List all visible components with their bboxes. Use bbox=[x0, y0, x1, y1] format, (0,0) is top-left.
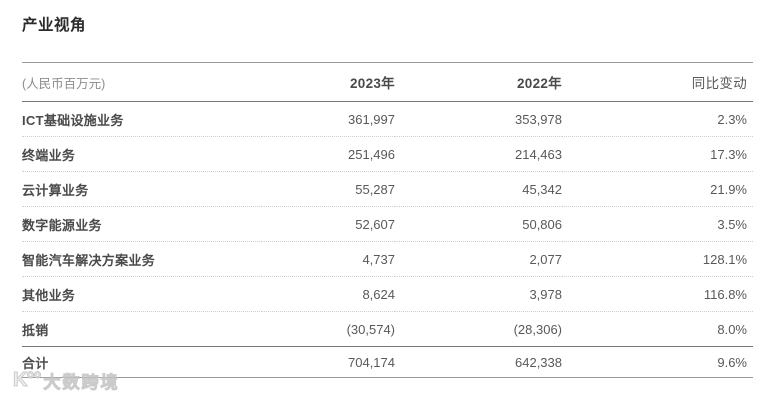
segment-value-2023: (30,574) bbox=[346, 321, 395, 337]
segment-value-2022: 3,978 bbox=[529, 286, 562, 302]
segment-yoy-change: 17.3% bbox=[710, 146, 747, 162]
total-value-2022: 642,338 bbox=[515, 354, 562, 370]
segment-value-2023: 8,624 bbox=[362, 286, 395, 302]
total-yoy-change: 9.6% bbox=[717, 354, 747, 370]
total-value-2023: 704,174 bbox=[348, 354, 395, 370]
segment-value-2023: 361,997 bbox=[348, 111, 395, 127]
table-footer: 合计 704,174 642,338 9.6% bbox=[22, 347, 753, 378]
segment-label: 终端业务 bbox=[22, 147, 76, 163]
segment-value-2022: 2,077 bbox=[529, 251, 562, 267]
segment-value-2022: 353,978 bbox=[515, 111, 562, 127]
segment-value-2022: 214,463 bbox=[515, 146, 562, 162]
segment-label: 智能汽车解决方案业务 bbox=[22, 252, 156, 268]
segment-yoy-change: 2.3% bbox=[717, 111, 747, 127]
table-header: (人民币百万元) 2023年 2022年 同比变动 bbox=[22, 62, 753, 102]
table-row: 终端业务 251,496 214,463 17.3% bbox=[22, 137, 753, 172]
segment-yoy-change: 21.9% bbox=[710, 181, 747, 197]
table-row: 抵销 (30,574) (28,306) 8.0% bbox=[22, 312, 753, 347]
total-label: 合计 bbox=[22, 355, 49, 371]
table-row: 其他业务 8,624 3,978 116.8% bbox=[22, 277, 753, 312]
page-title: 产业视角 bbox=[22, 17, 87, 34]
segment-label: 其他业务 bbox=[22, 287, 76, 303]
segment-value-2022: 50,806 bbox=[522, 216, 562, 232]
segment-value-2023: 4,737 bbox=[362, 251, 395, 267]
table-row: 智能汽车解决方案业务 4,737 2,077 128.1% bbox=[22, 242, 753, 277]
segment-yoy-change: 128.1% bbox=[702, 251, 747, 267]
column-header-2022: 2022年 bbox=[516, 76, 562, 91]
column-header-2023: 2023年 bbox=[349, 76, 395, 91]
segment-value-2023: 251,496 bbox=[348, 146, 395, 162]
header-row: (人民币百万元) 2023年 2022年 同比变动 bbox=[22, 62, 753, 102]
table-body: ICT基础设施业务 361,997 353,978 2.3% 终端业务 251,… bbox=[22, 102, 753, 347]
total-row: 合计 704,174 642,338 9.6% bbox=[22, 347, 753, 378]
segment-yoy-change: 8.0% bbox=[717, 321, 747, 337]
segment-value-2023: 52,607 bbox=[355, 216, 395, 232]
segment-yoy-change: 3.5% bbox=[717, 216, 747, 232]
table-row: 数字能源业务 52,607 50,806 3.5% bbox=[22, 207, 753, 242]
segment-label: 抵销 bbox=[22, 322, 49, 338]
table-row: 云计算业务 55,287 45,342 21.9% bbox=[22, 172, 753, 207]
segment-value-2023: 55,287 bbox=[355, 181, 395, 197]
segment-label: ICT基础设施业务 bbox=[22, 112, 124, 128]
segment-label: 云计算业务 bbox=[22, 182, 89, 198]
segment-label: 数字能源业务 bbox=[22, 217, 102, 233]
segment-revenue-table: (人民币百万元) 2023年 2022年 同比变动 ICT基础设施业务 361,… bbox=[22, 62, 753, 378]
unit-label: (人民币百万元) bbox=[22, 76, 106, 91]
segment-value-2022: 45,342 bbox=[522, 181, 562, 197]
column-header-yoy: 同比变动 bbox=[691, 76, 747, 91]
table-row: ICT基础设施业务 361,997 353,978 2.3% bbox=[22, 102, 753, 137]
segment-value-2022: (28,306) bbox=[513, 321, 562, 337]
segment-yoy-change: 116.8% bbox=[703, 286, 747, 302]
